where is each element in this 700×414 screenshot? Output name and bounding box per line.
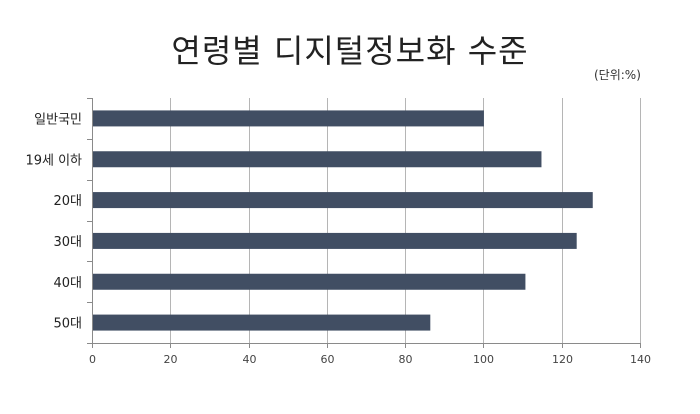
- axes: [87, 98, 641, 348]
- x-tick-label: 0: [89, 353, 96, 366]
- category-label: 일반국민: [34, 112, 82, 127]
- bar: [92, 232, 577, 249]
- x-tick-label: 140: [630, 353, 651, 366]
- category-label: 40대: [53, 276, 82, 291]
- chart-title: 연령별 디지털정보화 수준: [171, 32, 529, 70]
- x-tick-label: 60: [321, 353, 335, 366]
- bars: [92, 110, 593, 331]
- bar: [92, 151, 542, 168]
- bar: [92, 314, 431, 331]
- bar: [92, 110, 484, 127]
- category-label: 19세 이하: [25, 153, 82, 168]
- bar: [92, 192, 593, 209]
- bar: [92, 273, 526, 290]
- x-tick-label: 100: [473, 353, 494, 366]
- x-tick-label: 40: [243, 353, 257, 366]
- gridlines: [170, 98, 641, 343]
- category-label: 30대: [53, 235, 82, 250]
- category-label: 20대: [53, 194, 82, 209]
- unit-label: (단위:%): [594, 68, 641, 82]
- x-tick-label: 120: [552, 353, 573, 366]
- category-label: 50대: [53, 317, 82, 332]
- labels: 0 20 40 60 80 100 120 140 일반국민 19세 이하 20대 30대 40대 50대: [25, 112, 651, 366]
- x-tick-label: 80: [399, 353, 413, 366]
- x-tick-label: 20: [164, 353, 178, 366]
